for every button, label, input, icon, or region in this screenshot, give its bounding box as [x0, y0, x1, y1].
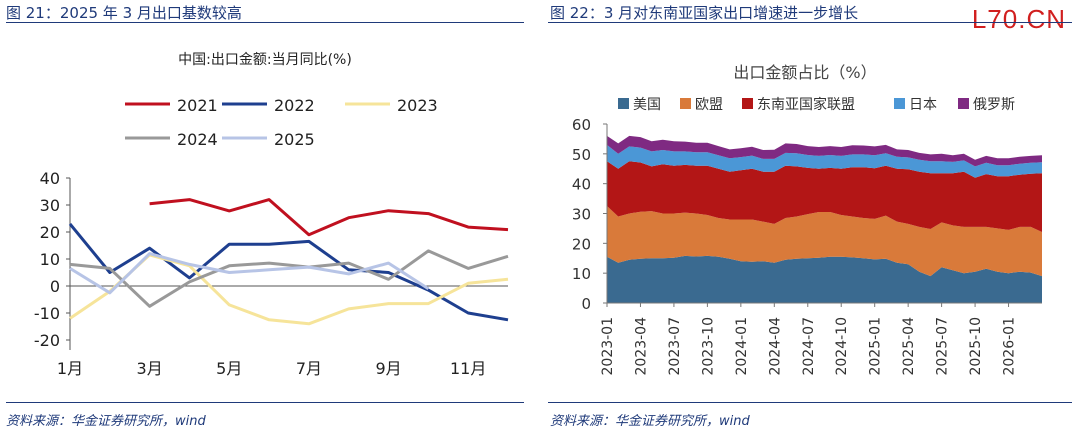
title-rule-right — [548, 22, 1072, 23]
line-series-2024 — [69, 249, 509, 308]
legend-swatch-日本 — [894, 98, 905, 109]
x-tick-label: 7月 — [296, 359, 322, 378]
area-series-日本 — [607, 144, 1042, 178]
x-tick-label: 2024-07 — [801, 317, 817, 376]
y-tick-label: 0 — [581, 295, 591, 313]
y-tick-label: 30 — [572, 206, 591, 224]
legend-swatch-美国 — [618, 98, 629, 109]
legend-label-欧盟: 欧盟 — [695, 97, 723, 113]
legend-label-日本: 日本 — [909, 97, 937, 113]
watermark: L70.CN — [971, 4, 1066, 34]
x-tick-label: 2024-01 — [734, 317, 750, 376]
line-series-group — [68, 198, 509, 326]
x-tick-label: 2023-10 — [700, 317, 716, 376]
x-tick-label: 11月 — [450, 359, 486, 378]
line-legend: 2021 2022 2023 2024 2025 — [125, 96, 438, 149]
source-left: 资料来源：华金证券研究所，wind — [6, 414, 206, 429]
area-series-俄罗斯 — [607, 135, 1042, 167]
legend-label-2024: 2024 — [177, 130, 218, 149]
x-tick-label: 2026-01 — [1002, 317, 1018, 376]
y-tick-label: 60 — [572, 116, 591, 134]
source-rule-right — [548, 402, 1072, 403]
area-chart: 出口金额占比（%） 美国 欧盟 东南亚国家联盟 日本 俄罗斯 0 10 20 30 40 50 60… — [572, 63, 1042, 376]
x-tick-label: 2023-07 — [667, 317, 683, 376]
x-tick-label: 2023-04 — [633, 317, 649, 376]
y-tick-label: 20 — [40, 223, 60, 242]
legend-label-2022: 2022 — [274, 96, 315, 115]
figure-22-title: 图 22：3 月对东南亚国家出口增速进一步增长 — [550, 4, 859, 22]
legend-label-俄罗斯: 俄罗斯 — [973, 97, 1015, 113]
area-series-美国 — [607, 255, 1042, 303]
x-tick-label: 9月 — [375, 359, 401, 378]
legend-label-2023: 2023 — [397, 96, 438, 115]
legend-swatch-俄罗斯 — [958, 98, 969, 109]
y-tick-label: 10 — [40, 250, 60, 269]
x-tick-label: 2025-07 — [935, 317, 951, 376]
line-chart-title: 中国:出口金额:当月同比(%) — [178, 52, 352, 68]
y-tick-label: 10 — [572, 265, 591, 283]
legend-swatch-欧盟 — [680, 98, 691, 109]
x-tick-label: 2024-10 — [834, 317, 850, 376]
x-tick-label: 3月 — [137, 359, 163, 378]
figure-21-title: 图 21：2025 年 3 月出口基数较高 — [6, 4, 242, 22]
legend-swatch-东南亚国家联盟 — [742, 98, 753, 109]
line-series-2025 — [69, 252, 430, 295]
legend-label-东南亚国家联盟: 东南亚国家联盟 — [757, 96, 855, 113]
x-tick-label: 1月 — [57, 359, 83, 378]
area-series-欧盟 — [607, 206, 1042, 277]
y-tick-label: 30 — [40, 196, 60, 215]
legend-label-2025: 2025 — [274, 130, 315, 149]
area-series-group — [607, 135, 1042, 303]
x-tick-label: 2025-10 — [968, 317, 984, 376]
source-rule-left — [6, 402, 524, 403]
y-tick-label: -20 — [34, 331, 60, 350]
area-legend: 美国 欧盟 东南亚国家联盟 日本 俄罗斯 — [618, 96, 1015, 113]
area-axes: 0 10 20 30 40 50 60 2023-01 2023-04 2023-07 2023-1… — [572, 116, 1042, 376]
area-series-东南亚国家联盟 — [607, 161, 1042, 232]
x-tick-label: 2025-04 — [901, 317, 917, 376]
line-axes: -20 -10 0 10 20 30 40 1月 3月 5月 7月 9月 11月 — [34, 169, 508, 378]
x-tick-label: 2023-01 — [600, 317, 616, 376]
y-tick-label: 50 — [572, 146, 591, 164]
x-tick-label: 5月 — [216, 359, 242, 378]
x-tick-label: 2024-04 — [767, 317, 783, 376]
y-tick-label: 0 — [50, 277, 60, 296]
legend-label-美国: 美国 — [633, 97, 661, 113]
line-series-2022 — [68, 222, 509, 322]
y-tick-label: 40 — [572, 176, 591, 194]
x-tick-label: 2025-01 — [868, 317, 884, 376]
y-tick-label: -10 — [34, 304, 60, 323]
legend-label-2021: 2021 — [177, 96, 218, 115]
line-chart: 中国:出口金额:当月同比(%) 2021 2022 2023 2024 2025 -20… — [34, 52, 509, 378]
y-tick-label: 20 — [572, 235, 591, 253]
source-right: 资料来源：华金证券研究所，wind — [550, 414, 750, 429]
area-chart-title: 出口金额占比（%） — [733, 63, 876, 82]
line-series-2021 — [149, 198, 509, 237]
y-tick-label: 40 — [40, 169, 60, 188]
title-rule-left — [6, 22, 524, 23]
